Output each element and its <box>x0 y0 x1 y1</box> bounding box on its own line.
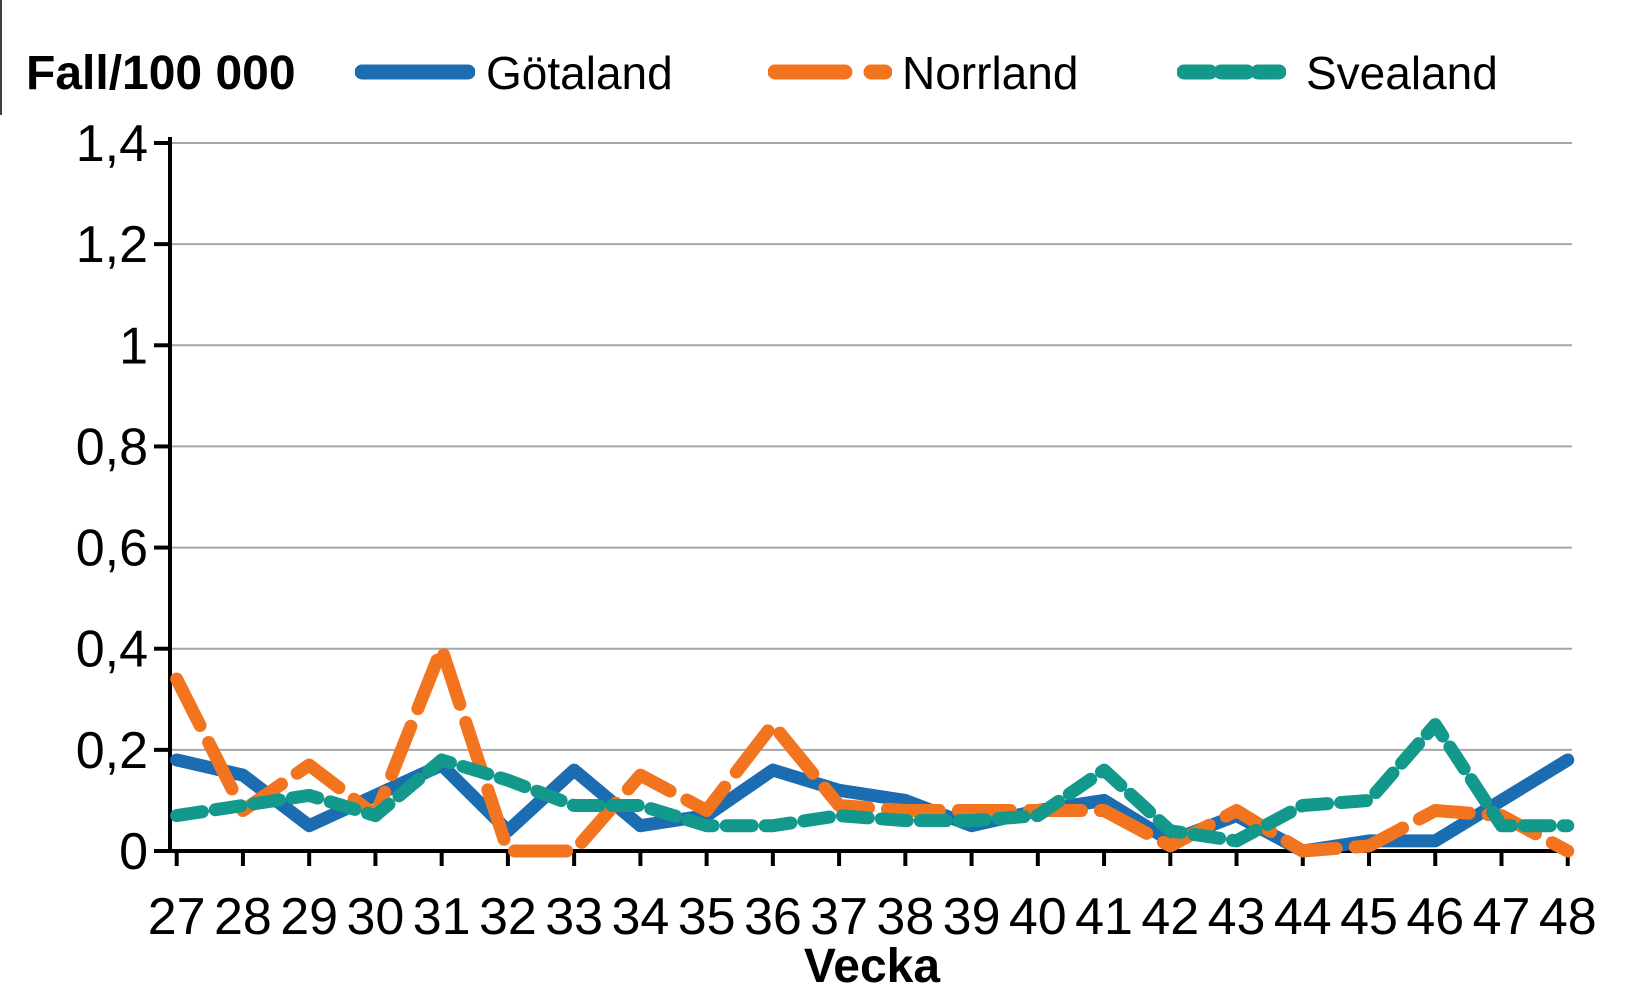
legend-label-gotaland: Götaland <box>486 47 673 99</box>
legend-line-gotaland-icon <box>355 64 475 80</box>
x-tick-label: 34 <box>611 888 669 946</box>
x-tick-label: 35 <box>678 888 736 946</box>
y-tick-label: 0,4 <box>76 621 148 679</box>
y-tick-label: 0 <box>119 823 148 881</box>
y-axis-title: Fall/100 000 <box>26 47 296 100</box>
y-tick-label: 0,8 <box>76 418 148 476</box>
series-line-norrland <box>170 642 1575 858</box>
legend-line-norrland-icon <box>768 64 892 80</box>
x-tick-label: 30 <box>346 888 404 946</box>
window-edge-artifact <box>0 0 2 115</box>
y-tick-label: 1 <box>119 317 148 375</box>
x-tick-label: 45 <box>1340 888 1398 946</box>
y-tick-label: 0,2 <box>76 722 148 780</box>
x-tick-label: 38 <box>876 888 934 946</box>
x-tick-label: 31 <box>413 888 471 946</box>
legend-label-svealand: Svealand <box>1306 47 1498 99</box>
x-tick-label: 29 <box>280 888 338 946</box>
series-line-svealand <box>170 718 1575 848</box>
legend-label-norrland: Norrland <box>902 47 1079 99</box>
x-tick-label: 36 <box>744 888 802 946</box>
y-tick-label: 1,4 <box>76 115 148 173</box>
x-tick-label: 43 <box>1208 888 1266 946</box>
x-tick-label: 44 <box>1274 888 1332 946</box>
x-tick-label: 28 <box>214 888 272 946</box>
x-tick-label: 42 <box>1141 888 1199 946</box>
x-tick-label: 37 <box>810 888 868 946</box>
x-tick-label: 33 <box>545 888 603 946</box>
y-tick-label: 1,2 <box>76 216 148 274</box>
x-tick-label: 46 <box>1406 888 1464 946</box>
x-axis-title: Vecka <box>804 940 940 990</box>
y-tick-label: 0,6 <box>76 520 148 578</box>
x-tick-label: 48 <box>1539 888 1597 946</box>
x-tick-label: 32 <box>479 888 537 946</box>
legend-line-svealand-icon <box>1177 64 1286 80</box>
x-tick-label: 47 <box>1473 888 1531 946</box>
x-tick-label: 27 <box>148 888 206 946</box>
x-tick-label: 39 <box>943 888 1001 946</box>
x-tick-label: 40 <box>1009 888 1067 946</box>
x-tick-label: 41 <box>1075 888 1133 946</box>
